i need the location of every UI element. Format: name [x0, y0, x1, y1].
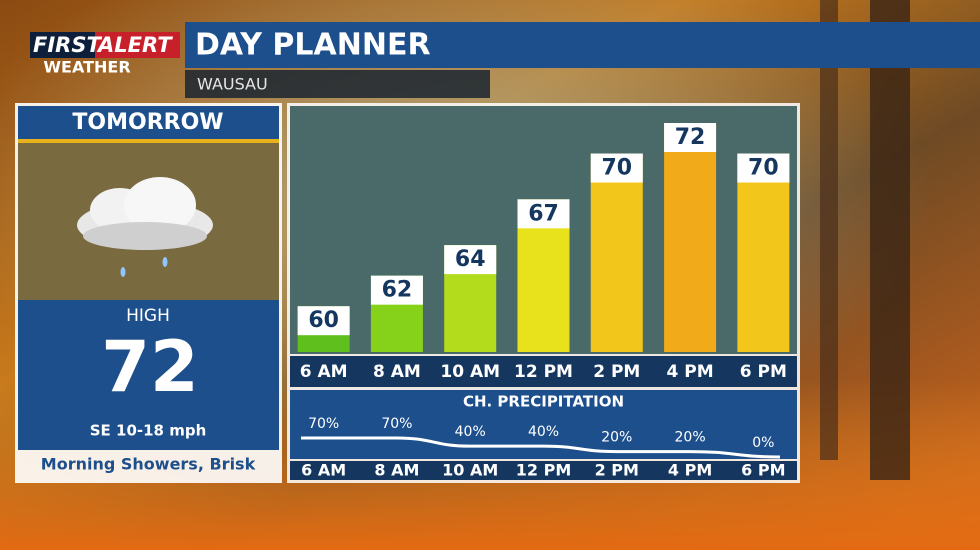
x-tick-label: 10 AM — [440, 362, 500, 382]
location-bar — [185, 70, 490, 98]
x-tick-label: 10 AM — [442, 461, 498, 480]
value-label: 70% — [308, 416, 339, 432]
x-tick-label: 2 PM — [595, 461, 639, 480]
value-label: 60 — [308, 308, 339, 333]
x-tick-label: 8 AM — [374, 461, 419, 480]
precip-line — [300, 436, 781, 459]
precip-label-bar — [290, 461, 797, 480]
high-box — [18, 300, 279, 450]
x-tick-label: 4 PM — [667, 362, 714, 382]
value-label-box — [444, 245, 497, 275]
value-label: 40% — [455, 424, 486, 440]
value-label-box — [297, 306, 350, 336]
x-tick-label: 8 AM — [373, 362, 421, 382]
x-tick-label: 6 AM — [300, 362, 348, 382]
title-bar — [185, 22, 980, 68]
value-label-box — [517, 199, 570, 229]
logo-weather: WEATHER — [43, 58, 130, 77]
title: DAY PLANNER — [195, 28, 431, 63]
value-label: 72 — [675, 125, 706, 150]
value-label: 70 — [748, 156, 779, 181]
value-label: 67 — [528, 201, 559, 226]
x-label-bar — [290, 356, 797, 387]
logo-accent — [95, 32, 180, 58]
value-label: 20% — [675, 430, 706, 446]
location: WAUSAU — [197, 75, 268, 94]
value-label: 70% — [381, 416, 412, 432]
x-tick-label: 6 PM — [740, 362, 787, 382]
cloud-icon — [77, 177, 213, 277]
logo-alert: ALERT — [96, 33, 173, 57]
tree-trunk — [820, 0, 838, 460]
bar — [590, 153, 643, 352]
chart-title: CH. PRECIPITATION — [463, 393, 624, 411]
bar — [737, 153, 790, 352]
x-tick-label: 12 PM — [516, 461, 571, 480]
x-tick-label: 12 PM — [514, 362, 573, 382]
value-label: 40% — [528, 424, 559, 440]
tree-trunk — [870, 0, 910, 480]
x-tick-label: 4 PM — [668, 461, 712, 480]
logo-first: FIRST — [33, 33, 102, 57]
value-label-box — [590, 153, 643, 183]
value-label: 0% — [752, 435, 774, 451]
value-label: 64 — [455, 247, 486, 272]
value-label: 70 — [601, 156, 632, 181]
x-tick-label: 2 PM — [593, 362, 640, 382]
value-label: 20% — [601, 430, 632, 446]
high-value: 72 — [101, 326, 198, 408]
summary: Morning Showers, Brisk — [41, 455, 256, 474]
value-label-box — [370, 275, 423, 305]
wind: SE 10-18 mph — [90, 422, 207, 440]
day-underline — [18, 139, 279, 143]
charts: 60 6 AM 62 8 AM 64 10 AM 67 12 PM 70 2 PM 72 4 PM 70… — [297, 123, 790, 480]
day: TOMORROW — [72, 110, 223, 135]
high-label: HIGH — [126, 306, 170, 326]
x-tick-label: 6 PM — [741, 461, 785, 480]
value-label-box — [664, 123, 717, 152]
value-label-box — [737, 153, 790, 183]
value-label: 62 — [382, 278, 413, 303]
x-tick-label: 6 AM — [301, 461, 346, 480]
bar — [664, 123, 717, 352]
day-bar — [18, 106, 279, 140]
